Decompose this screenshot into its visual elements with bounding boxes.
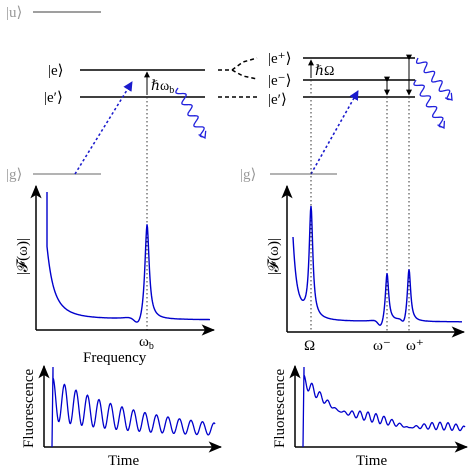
- right-emission-wavy-arrow-1: [415, 57, 453, 101]
- right-excitation-arrow: [310, 90, 359, 175]
- left-excitation-arrow: [74, 81, 133, 175]
- left-spectrum-ylabel: |𝓕(ω)|: [15, 238, 31, 275]
- left-state-u-label: |u⟩: [6, 5, 22, 21]
- right-peak-label-minus: ω⁻: [373, 338, 391, 354]
- left-spectrum-plot: |𝓕(ω)| Frequency ωb: [15, 184, 216, 366]
- right-trace-ylabel: Fluorescence: [272, 369, 288, 448]
- left-trace-ylabel: Fluorescence: [21, 369, 37, 448]
- right-level-diagram: |e⁺⟩ |e⁻⟩ |e′⟩ ℏΩ |g⟩: [240, 51, 453, 332]
- right-fluorescence-plot: Fluorescence Time: [272, 364, 469, 469]
- coupling-connector: [218, 57, 258, 98]
- right-spectrum-curve: [292, 205, 462, 326]
- right-peak-label-omega: Ω: [304, 338, 315, 354]
- left-spectrum-curve: [46, 192, 210, 323]
- right-peak-label-plus: ω⁺: [406, 338, 424, 354]
- right-trace-xlabel: Time: [356, 453, 387, 469]
- left-trace-xlabel: Time: [108, 453, 139, 469]
- right-spectrum-plot: |𝓕(ω)| Ω ω⁻ ω⁺: [266, 184, 466, 354]
- right-state-eminus-label: |e⁻⟩: [268, 73, 291, 89]
- left-state-eprime-label: |e′⟩: [44, 90, 63, 106]
- left-fluorescence-curve: [51, 366, 216, 448]
- left-state-g-label: |g⟩: [6, 167, 22, 183]
- left-level-diagram: |u⟩ |e⟩ |e′⟩ ℏωb |g⟩: [6, 5, 207, 330]
- left-spectrum-peak-label: ωb: [139, 334, 154, 352]
- left-spectrum-xlabel: Frequency: [83, 350, 147, 366]
- left-emission-wavy-arrow: [175, 87, 207, 140]
- right-fluorescence-curve: [302, 366, 466, 448]
- right-state-eplus-label: |e⁺⟩: [268, 51, 291, 67]
- right-state-eprime-label: |e′⟩: [268, 92, 287, 108]
- right-splitting-label: ℏΩ: [315, 64, 334, 79]
- right-state-g-label: |g⟩: [240, 167, 256, 183]
- left-fluorescence-plot: Fluorescence Time: [21, 364, 223, 469]
- left-state-e-label: |e⟩: [48, 63, 64, 79]
- right-emission-wavy-arrow-2: [413, 79, 446, 130]
- right-spectrum-ylabel: |𝓕(ω)|: [266, 238, 282, 275]
- left-splitting-label: ℏωb: [151, 79, 174, 96]
